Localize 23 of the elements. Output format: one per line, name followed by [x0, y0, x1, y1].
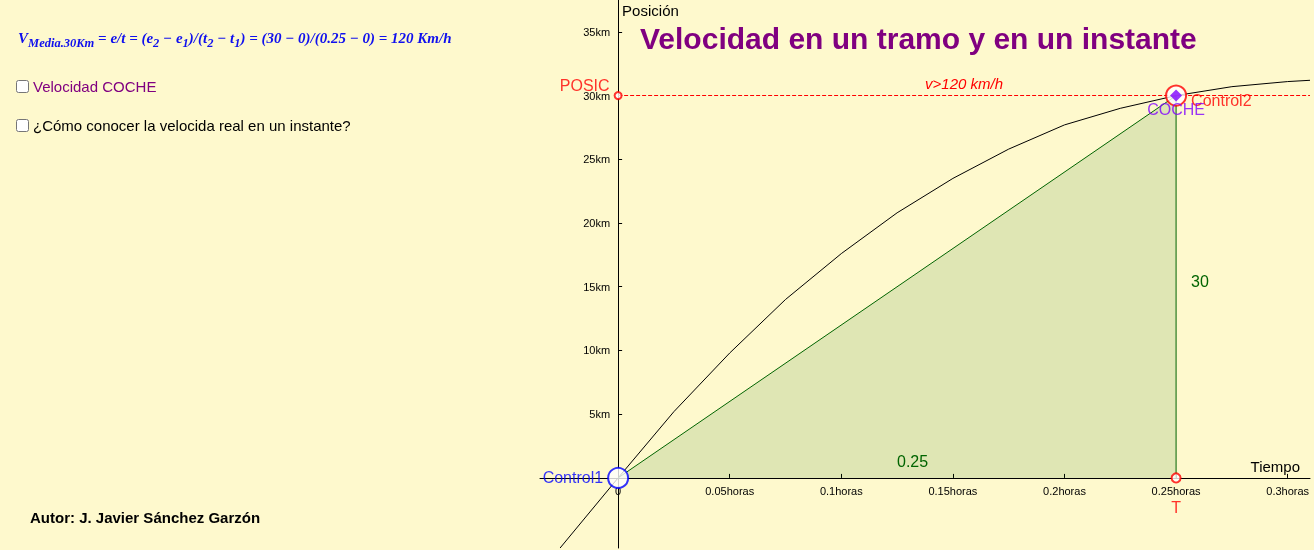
x-tick-label: 0.2horas: [1043, 485, 1087, 498]
annotation: 0.25: [897, 453, 929, 471]
y-tick-label: 35km: [583, 25, 611, 38]
x-tick-label: 0.05horas: [705, 485, 755, 498]
ref-line-label: v>120 km/h: [925, 74, 1004, 92]
text: Velocidad en un tramo y en un instante: [640, 21, 1197, 55]
x-tick-label: 0.3horas: [1266, 485, 1310, 498]
x-tick-label: 0.25horas: [1151, 485, 1202, 498]
series-label: T: [1171, 498, 1182, 516]
text: ¿Cómo conocer la velocida real en un instante?: [33, 117, 351, 134]
y-tick-label: 20km: [583, 217, 611, 230]
x-tick-label: 0.1horas: [819, 485, 864, 498]
x-axis-title: Tiempo: [1250, 457, 1300, 475]
y-tick-label: 10km: [583, 344, 611, 357]
text: Autor: J. Javier Sánchez Garzón: [30, 509, 261, 526]
text: V$_{Media.30Km}$ = e/t = (e$_{2}$ − e$_{1}$)/(t$_{2}$ − t$_{1}$) = (30 − 0)/(0.25 − 0) = 120 Km/h: [18, 30, 452, 50]
y-tick-label: 5km: [589, 408, 611, 421]
x-tick-label: 0.15horas: [928, 485, 978, 498]
y-tick-label: 25km: [583, 153, 611, 166]
y-tick-label: 15km: [583, 280, 611, 293]
text: Velocidad COCHE: [33, 78, 157, 95]
y-axis-title: Posición: [622, 2, 679, 19]
annotation: 30: [1191, 273, 1209, 291]
